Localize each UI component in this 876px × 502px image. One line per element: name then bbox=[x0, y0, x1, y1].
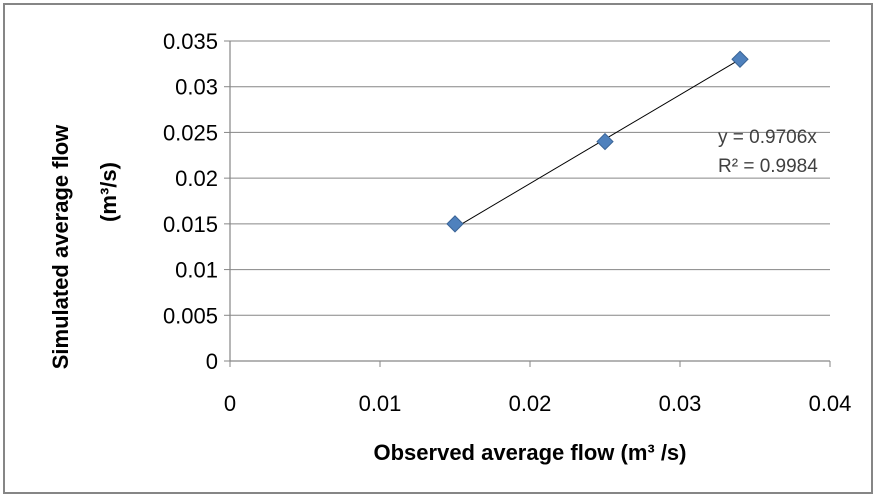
x-axis-title: Observed average flow (m³ /s) bbox=[374, 440, 687, 465]
y-tick-label: 0.015 bbox=[163, 212, 218, 237]
x-axis-tick-labels: 0 0.01 0.02 0.03 0.04 bbox=[224, 391, 852, 416]
data-point bbox=[446, 215, 464, 233]
x-tick-label: 0.04 bbox=[809, 391, 852, 416]
y-tick-label: 0.005 bbox=[163, 303, 218, 328]
trendline bbox=[454, 58, 741, 229]
axes bbox=[229, 41, 831, 367]
y-tick-label: 0.035 bbox=[163, 29, 218, 54]
trendline-r-squared: R² = 0.9984 bbox=[718, 156, 818, 177]
x-tick-label: 0.01 bbox=[359, 391, 402, 416]
data-point bbox=[596, 132, 614, 151]
y-tick-label: 0 bbox=[206, 349, 218, 374]
y-tick-label: 0.025 bbox=[163, 120, 218, 145]
chart-border bbox=[3, 3, 873, 494]
trendline-equation: y = 0.9706x bbox=[718, 127, 817, 148]
y-tick-label: 0.01 bbox=[175, 258, 218, 283]
y-axis-title-line2: (m³/s) bbox=[96, 162, 121, 222]
x-tick-label: 0.02 bbox=[509, 391, 552, 416]
data-point bbox=[731, 50, 749, 68]
trendline-group bbox=[454, 58, 741, 229]
y-axis-title-line1: Simulated average flow bbox=[48, 124, 73, 369]
y-axis-tick-labels: 0 0.005 0.01 0.015 0.02 0.025 0.03 0.035 bbox=[163, 29, 218, 374]
x-tick-label: 0 bbox=[224, 391, 236, 416]
y-tick-label: 0.03 bbox=[175, 75, 218, 100]
data-points bbox=[446, 50, 749, 233]
x-tick-label: 0.03 bbox=[659, 391, 702, 416]
gridlines bbox=[224, 40, 830, 362]
y-tick-label: 0.02 bbox=[175, 166, 218, 191]
